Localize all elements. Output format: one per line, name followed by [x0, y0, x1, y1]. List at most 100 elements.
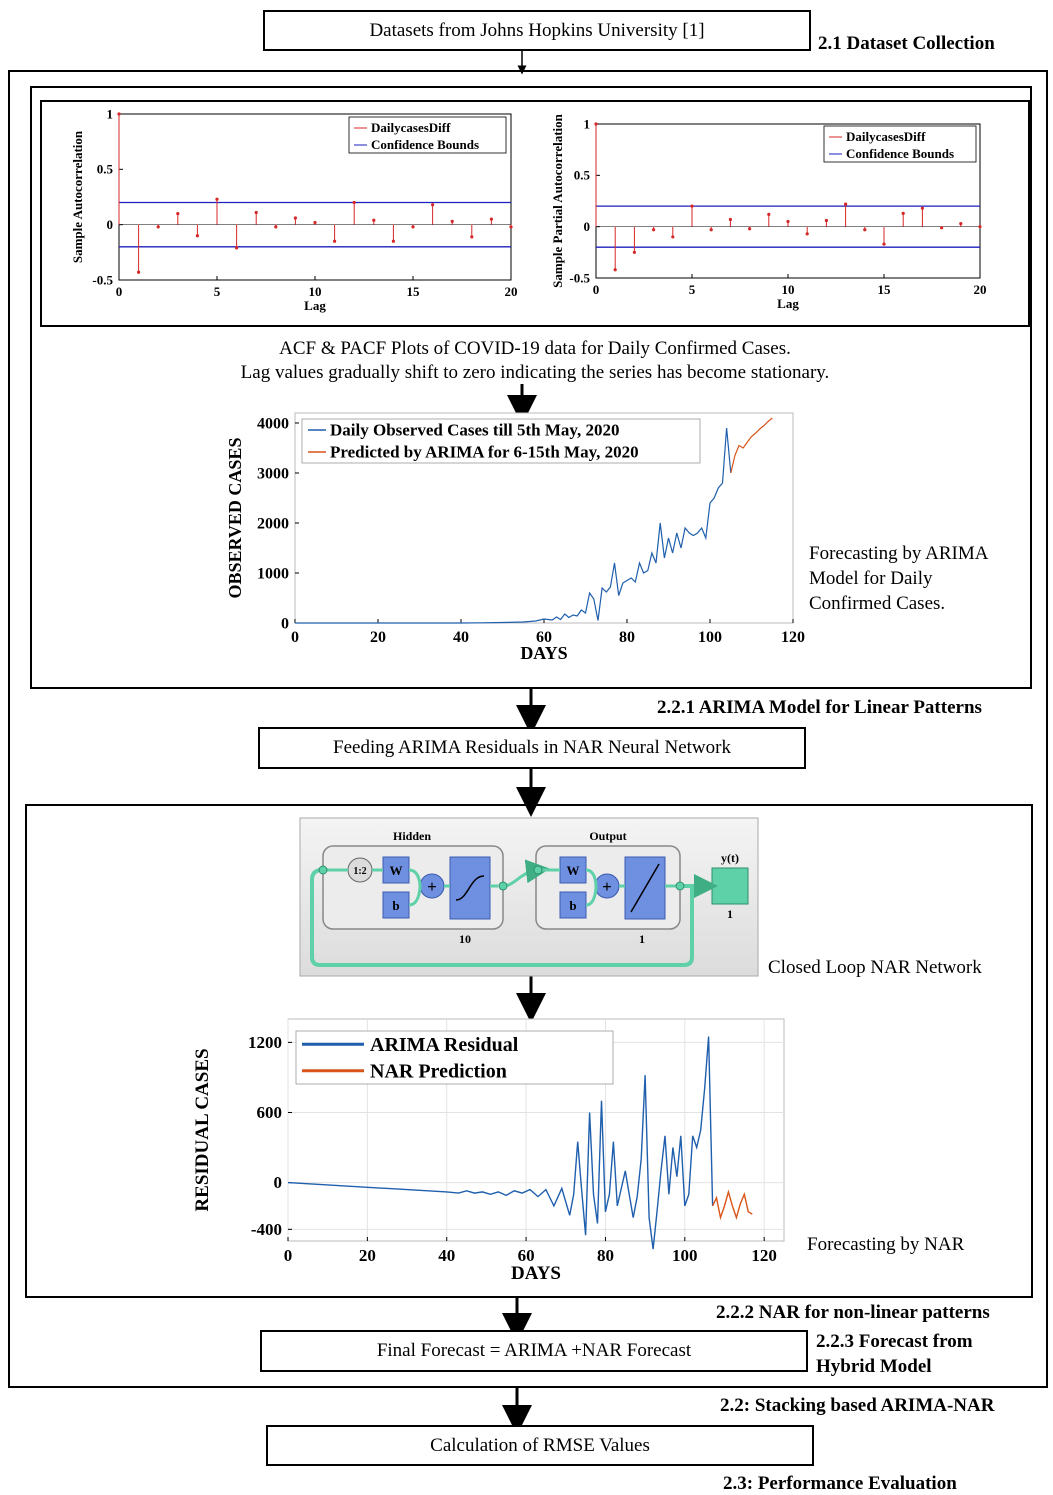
acf-xtick-label: 10 [309, 284, 322, 299]
final-forecast-box: Final Forecast = ARIMA +NAR Forecast [260, 1330, 808, 1372]
pacf-xtick-label: 10 [782, 282, 795, 297]
nar-ylabel: RESIDUAL CASES [192, 1048, 213, 1211]
pacf-stem-marker [863, 228, 867, 232]
pacf-legend-box [823, 125, 977, 163]
rmse-box: Calculation of RMSE Values [266, 1425, 814, 1466]
acf-caption: ACF & PACF Plots of COVID-19 data for Da… [40, 337, 1030, 385]
acf-stem-marker [156, 225, 160, 229]
arima-legend-label-1: Daily Observed Cases till 5th May, 2020 [330, 421, 619, 440]
pacf-stem-marker [824, 218, 829, 223]
linear-icon [630, 863, 660, 913]
pacf-stem-marker [882, 242, 886, 246]
nar-xtick-label: 20 [359, 1246, 376, 1265]
acf-stem-marker [293, 216, 297, 220]
output-b-label: b [569, 898, 576, 913]
acf-stem-marker [176, 212, 180, 216]
acf-stem-marker [333, 239, 337, 243]
pacf-xtick-label: 5 [689, 282, 696, 297]
arima-ylabel: OBSERVED CASES [225, 438, 245, 599]
yt-size: 1 [727, 907, 733, 921]
hidden-label: Hidden [393, 829, 431, 843]
acf-xtick-label: 15 [407, 284, 421, 299]
pacf-xtick-label: 0 [593, 282, 600, 297]
nar-nonlinear-label: 2.2.2 NAR for non-linear patterns [716, 1302, 990, 1323]
hidden-plus-label: + [427, 877, 437, 896]
feeding-box: Feeding ARIMA Residuals in NAR Neural Ne… [258, 727, 806, 769]
nar-legend-box [295, 1030, 614, 1085]
pacf-legend-stem-label: DailycasesDiff [846, 129, 926, 144]
nar-ytick-label: 0 [274, 1173, 283, 1192]
pacf-legend-bounds-label: Confidence Bounds [846, 146, 954, 161]
dataset-collection-label: 2.1 Dataset Collection [818, 33, 995, 54]
acf-stem-marker [137, 270, 141, 274]
acf-stem-marker [274, 225, 278, 229]
delay-label: 1:2 [353, 866, 366, 877]
arima-xlabel: DAYS [520, 643, 567, 663]
acf-xlabel: Lag [304, 298, 326, 313]
output-w-label: W [567, 863, 580, 878]
arima-xtick-label: 100 [698, 629, 722, 646]
yt-label: y(t) [721, 851, 739, 865]
pacf-stem-marker [786, 219, 790, 224]
acf-stem-marker [352, 200, 356, 205]
pacf-xlabel: Lag [777, 296, 799, 311]
arima-series-1-line [295, 427, 732, 624]
pacf-ytick-label: 1 [584, 116, 591, 131]
acf-stem-marker [313, 220, 317, 225]
acf-stem-marker [391, 239, 395, 243]
stacking-label: 2.2: Stacking based ARIMA-NAR [720, 1395, 995, 1416]
narnet-nodes [318, 865, 685, 891]
pacf-stem-marker [767, 212, 771, 216]
nar-section-frame [25, 804, 1033, 1298]
acf-stem-marker [117, 112, 121, 116]
hybrid-label: 2.2.3 Forecast from Hybrid Model [816, 1329, 973, 1379]
nar-forecast-chart: 0 20 40 60 80 100 120-40006001200DAYSRESIDUAL … [192, 1018, 785, 1284]
pacf-stem-marker [690, 204, 694, 208]
hidden-size: 10 [459, 932, 471, 946]
stacking-frame [8, 70, 1048, 1388]
output-label: Output [589, 829, 626, 843]
acf-legend-bounds-label: Confidence Bounds [371, 137, 479, 152]
arima-series-2-line [730, 417, 773, 474]
nar-xtick-label: 80 [597, 1246, 614, 1265]
arima-caption-line2: Model for Daily [809, 568, 933, 589]
arima-linear-label: 2.2.1 ARIMA Model for Linear Patterns [657, 697, 982, 718]
pacf-stem-marker [652, 228, 656, 232]
arima-section-frame [30, 86, 1032, 689]
arima-ytick-label: 1000 [257, 565, 289, 582]
acf-stem-marker [431, 203, 435, 207]
pacf-stem-marker [805, 232, 809, 236]
pacf-ytick-label: 0 [584, 219, 591, 234]
arima-xtick-label: 60 [536, 629, 552, 646]
pacf-stem-marker [940, 226, 944, 230]
final-forecast-text: Final Forecast = ARIMA +NAR Forecast [376, 1340, 692, 1361]
closed-loop-caption: Closed Loop NAR Network [768, 957, 982, 978]
arima-xtick-label: 0 [291, 629, 299, 646]
acf-caption-line2: Lag values gradually shift to zero indic… [240, 362, 830, 383]
arima-legend-box [301, 418, 701, 464]
hybrid-label-line1: 2.2.3 Forecast from [816, 1331, 973, 1352]
acf-legend-stem-label: DailycasesDiff [371, 120, 451, 135]
nar-legend-label-1: ARIMA Residual [370, 1034, 519, 1056]
pacf-stem-marker [748, 227, 752, 231]
acf-stem-marker [470, 235, 474, 239]
acf-stem-marker [489, 217, 493, 221]
acf-stem-marker [195, 234, 199, 238]
acf-ytick-label: 1 [107, 106, 114, 121]
acf-ytick-label: -0.5 [92, 272, 113, 287]
nar-ytick-label: 600 [257, 1103, 283, 1122]
pacf-xtick-label: 20 [974, 282, 987, 297]
acf-stem-marker [235, 246, 239, 250]
pacf-ylabel: Sample Partial Autocorrelation [550, 113, 565, 288]
pacf-stem-marker [632, 250, 637, 254]
nar-legend-label-2: NAR Prediction [370, 1060, 507, 1082]
feedback-loop [310, 868, 694, 967]
nar-series-1-line [287, 1036, 714, 1250]
output-size: 1 [639, 932, 645, 946]
hidden-b-label: b [392, 898, 399, 913]
pacf-stem-marker [613, 268, 617, 272]
pacf-stem-marker [978, 225, 982, 229]
hidden-bias-block [382, 891, 410, 919]
